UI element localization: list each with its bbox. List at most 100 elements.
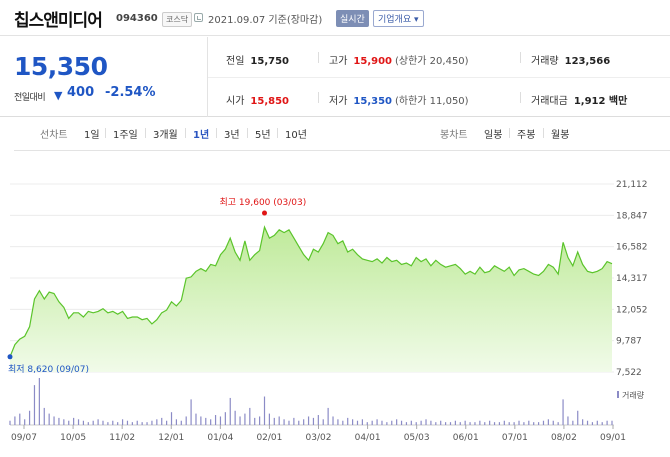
stat-volume: 거래량 123,566 [531, 52, 610, 67]
volume-bar [577, 410, 579, 425]
volume-bar [356, 420, 359, 425]
y-tick-label: 21,112 [616, 180, 648, 190]
volume-bar [542, 420, 545, 425]
y-tick-label: 7,522 [616, 368, 642, 378]
volume-bar [371, 420, 373, 425]
volume-bar [464, 420, 466, 425]
volume-bar [523, 422, 525, 425]
volume-bar [322, 419, 324, 425]
clock-icon [194, 13, 203, 22]
volume-bar [435, 422, 437, 425]
volume-bar [303, 419, 305, 425]
volume-bar [166, 420, 168, 425]
volume-bar [498, 422, 501, 425]
x-tick-label: 03/02 [306, 433, 332, 443]
volume-bar [430, 420, 432, 425]
volume-label: 거래량 [531, 56, 559, 67]
volume-bar [141, 422, 143, 425]
volume-bar [151, 420, 153, 425]
volume-bar [405, 422, 408, 425]
volume-bar [229, 397, 231, 425]
cell-divider [318, 92, 319, 103]
volume-bar [503, 420, 505, 425]
price-summary: 15,350 전일대비 ▼ 400 -2.54% 전일 15,750 고가 15,9… [0, 37, 670, 117]
trade-value-label: 거래대금 [531, 96, 568, 107]
low-value: 15,350 [353, 96, 392, 107]
tab-1y[interactable]: 1년 [193, 130, 210, 141]
volume-bar [210, 419, 212, 425]
tab-3y[interactable]: 3년 [224, 130, 240, 141]
volume-bar [474, 422, 476, 425]
summary-divider [207, 37, 208, 117]
volume-bar [73, 417, 75, 425]
volume-bar [601, 422, 603, 425]
volume-bar [263, 396, 266, 425]
tab-1d[interactable]: 1일 [84, 130, 100, 141]
prev-close-value: 15,750 [250, 56, 289, 67]
price-chart[interactable]: 최고 19,600 (03/03) 최저 8,620 (09/07) 거래량 21,… [0, 152, 670, 457]
volume-bar [582, 419, 584, 425]
x-tick-label: 08/02 [551, 433, 577, 443]
volume-bar [239, 416, 241, 425]
volume-bar [317, 415, 319, 425]
volume-bar [366, 422, 368, 425]
volume-bar [112, 420, 114, 425]
tab-divider [543, 128, 544, 138]
volume-bar [288, 420, 290, 425]
volume-bar [572, 420, 574, 425]
trade-date: 2021.09.07 기준(장마감) [208, 15, 323, 26]
company-info-dropdown[interactable]: 기업개요 ▾ [373, 10, 424, 27]
volume-bar [386, 422, 388, 425]
volume-bar [146, 422, 148, 425]
volume-bar [489, 420, 491, 425]
volume-bar [254, 417, 256, 425]
volume-bar [454, 420, 456, 425]
stat-open: 시가 15,850 [226, 92, 289, 107]
volume-bar [185, 416, 187, 425]
volume-bar [131, 422, 133, 425]
tab-5y[interactable]: 5년 [255, 130, 271, 141]
prev-close-label: 전일 [226, 56, 245, 67]
tab-3m[interactable]: 3개월 [153, 130, 178, 141]
volume-bar [361, 419, 363, 425]
line-chart-label: 선차트 [40, 130, 68, 141]
volume-bar [537, 422, 540, 425]
volume-bar [195, 413, 197, 425]
volume-bar [332, 416, 334, 425]
realtime-button[interactable]: 실시간 [336, 10, 369, 27]
tab-monthly[interactable]: 월봉 [551, 130, 570, 141]
volume-bar [234, 410, 236, 425]
high-label: 고가 [329, 56, 348, 67]
volume-bar [161, 417, 163, 425]
tab-daily[interactable]: 일봉 [484, 130, 503, 141]
volume-bar [586, 420, 589, 425]
x-tick-label: 09/07 [11, 433, 37, 443]
tab-weekly[interactable]: 주봉 [517, 130, 536, 141]
volume-bar [400, 420, 403, 425]
volume-bar [92, 420, 94, 425]
stat-high: 고가 15,900 (상한가 20,450) [329, 52, 469, 67]
volume-legend-icon [617, 391, 619, 398]
volume-bar [449, 422, 452, 425]
volume-bar [591, 422, 594, 425]
tab-10y[interactable]: 10년 [285, 130, 307, 141]
current-price: 15,350 [14, 52, 108, 81]
volume-bar [97, 419, 99, 425]
y-tick-label: 14,317 [616, 274, 648, 284]
volume-bar [219, 416, 222, 425]
volume-bar [298, 420, 300, 425]
volume-bar [87, 422, 89, 425]
price-line [9, 225, 613, 358]
volume-bar [268, 413, 270, 425]
open-value: 15,850 [250, 96, 289, 107]
volume-bar [479, 420, 481, 425]
volume-bar [459, 422, 461, 425]
stat-prev-close: 전일 15,750 [226, 52, 289, 67]
period-tabs: 선차트 1일 1주일 3개월 1년 3년 5년 10년 봉차트 일봉 주봉 월봉 [14, 117, 670, 151]
x-tick-label: 11/02 [109, 433, 135, 443]
tab-1w[interactable]: 1주일 [113, 130, 138, 141]
chevron-down-icon: ▾ [411, 15, 419, 25]
min-price-dot [7, 354, 13, 360]
volume-bar [415, 422, 417, 425]
company-info-label: 기업개요 [378, 15, 412, 25]
